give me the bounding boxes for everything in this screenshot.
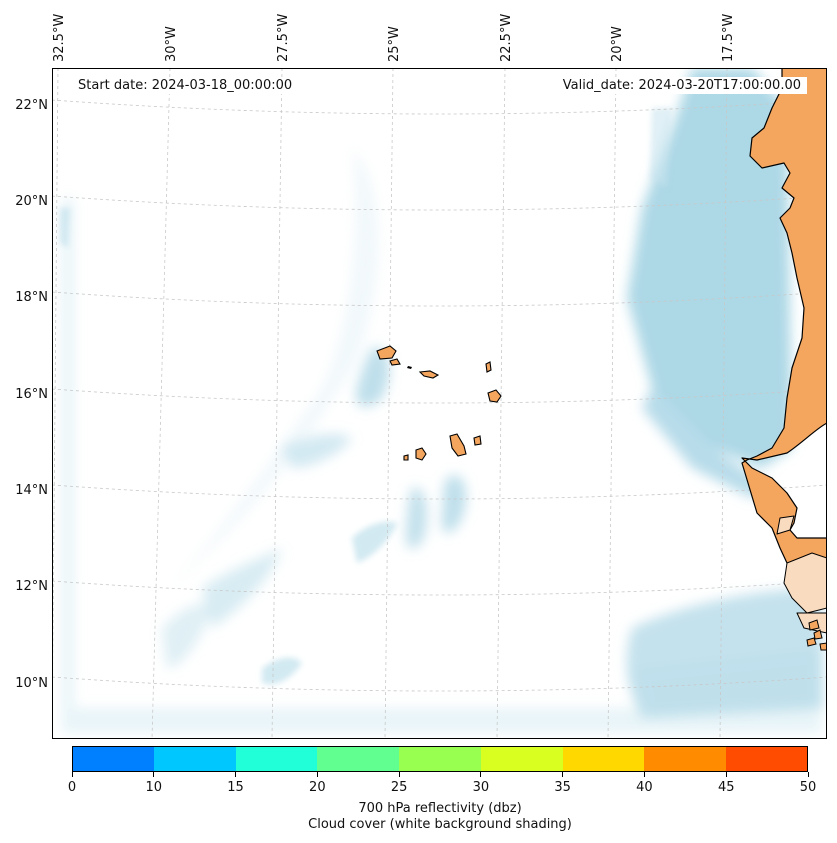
lon-tick-label: 20°W bbox=[610, 26, 625, 62]
island-santiago bbox=[449, 433, 467, 457]
parallel-line bbox=[52, 99, 827, 115]
lon-tick-label: 32.5°W bbox=[52, 13, 67, 62]
meridian-line bbox=[384, 68, 394, 739]
lat-tick-label: 16°N bbox=[15, 387, 48, 402]
colorbar-tick-label: 30 bbox=[472, 780, 490, 795]
colorbar-tick-label: 25 bbox=[390, 780, 408, 795]
colorbar-tick-mark bbox=[71, 772, 73, 777]
colorbar-tick-label: 10 bbox=[145, 780, 163, 795]
lon-tick-label: 25°W bbox=[387, 26, 402, 62]
colorbar-tick-label: 40 bbox=[636, 780, 653, 795]
start-date-label: Start date: 2024-03-18_00:00:00 bbox=[72, 77, 299, 94]
meridian-line bbox=[607, 68, 617, 739]
lat-tick-label: 22°N bbox=[15, 98, 48, 113]
colorbar-tick-mark bbox=[398, 772, 400, 777]
colorbar-tick-label: 50 bbox=[799, 780, 817, 795]
parallel-line bbox=[52, 580, 827, 596]
colorbar-tick-mark bbox=[153, 772, 155, 777]
island-boa-vista bbox=[487, 389, 502, 403]
colorbar-tick-label: 20 bbox=[309, 780, 326, 795]
island-sao-nicolau bbox=[418, 370, 440, 379]
bijagos-islands bbox=[806, 619, 827, 651]
colorbar-tick-mark bbox=[807, 772, 809, 777]
map-panel: Start date: 2024-03-18_00:00:00 Valid_da… bbox=[52, 68, 827, 739]
island-fogo bbox=[415, 447, 427, 461]
lat-tick-label: 14°N bbox=[15, 483, 48, 498]
lat-tick-label: 20°N bbox=[15, 194, 48, 209]
colorbar-tick-label: 35 bbox=[554, 780, 571, 795]
colorbar-segment bbox=[644, 746, 727, 772]
west-africa-estuaries bbox=[776, 515, 827, 634]
colorbar-segment bbox=[480, 746, 564, 772]
parallel-line bbox=[52, 484, 827, 500]
lat-tick-label: 10°N bbox=[15, 676, 48, 691]
colorbar-segment bbox=[726, 746, 809, 772]
colorbar-tick-mark bbox=[480, 772, 482, 777]
island-santo-antao bbox=[376, 345, 397, 360]
colorbar-segment bbox=[72, 746, 155, 772]
lon-tick-label: 30°W bbox=[164, 26, 179, 62]
map-canvas bbox=[52, 68, 827, 739]
colorbar-tick-mark bbox=[562, 772, 564, 777]
colorbar-title-line1: 700 hPa reflectivity (dbz) bbox=[358, 801, 522, 816]
parallel-line bbox=[52, 195, 827, 211]
africa-west-coast bbox=[741, 68, 827, 589]
meridian-line bbox=[719, 68, 728, 739]
parallel-line bbox=[52, 388, 827, 404]
colorbar-segment bbox=[153, 746, 237, 772]
island-sal bbox=[485, 361, 492, 373]
land-layer bbox=[376, 68, 827, 651]
island-sao-vicente bbox=[389, 358, 401, 366]
parallel-line bbox=[52, 291, 827, 307]
island-maio bbox=[473, 435, 482, 446]
island-brava bbox=[403, 454, 409, 461]
colorbar-tick-label: 15 bbox=[227, 780, 244, 795]
lat-tick-label: 18°N bbox=[15, 290, 48, 305]
valid-date-label: Valid_date: 2024-03-20T17:00:00.00 bbox=[556, 77, 807, 94]
colorbar-title: 700 hPa reflectivity (dbz) Cloud cover (… bbox=[72, 801, 808, 833]
map-border bbox=[52, 68, 827, 739]
colorbar-tick-mark bbox=[725, 772, 727, 777]
meridian-line bbox=[271, 68, 283, 739]
colorbar-tick-mark bbox=[316, 772, 318, 777]
colorbar-segment bbox=[562, 746, 645, 772]
meridian-line bbox=[496, 68, 506, 739]
colorbar-segment bbox=[235, 746, 318, 772]
lat-tick-label: 12°N bbox=[15, 579, 48, 594]
colorbar-tick-label: 45 bbox=[717, 780, 735, 795]
colorbar-title-line2: Cloud cover (white background shading) bbox=[308, 817, 572, 832]
lon-tick-label: 22.5°W bbox=[499, 13, 514, 62]
lon-tick-label: 27.5°W bbox=[276, 13, 291, 62]
colorbar-segment bbox=[317, 746, 400, 772]
colorbar-tick-label: 0 bbox=[67, 780, 77, 795]
lon-tick-label: 17.5°W bbox=[721, 13, 736, 62]
colorbar-tick-mark bbox=[643, 772, 645, 777]
parallel-line bbox=[52, 676, 827, 692]
meridian-line bbox=[151, 68, 171, 739]
reflectivity-colorbar bbox=[72, 746, 809, 772]
colorbar-tick-mark bbox=[235, 772, 237, 777]
colorbar-segment bbox=[399, 746, 482, 772]
